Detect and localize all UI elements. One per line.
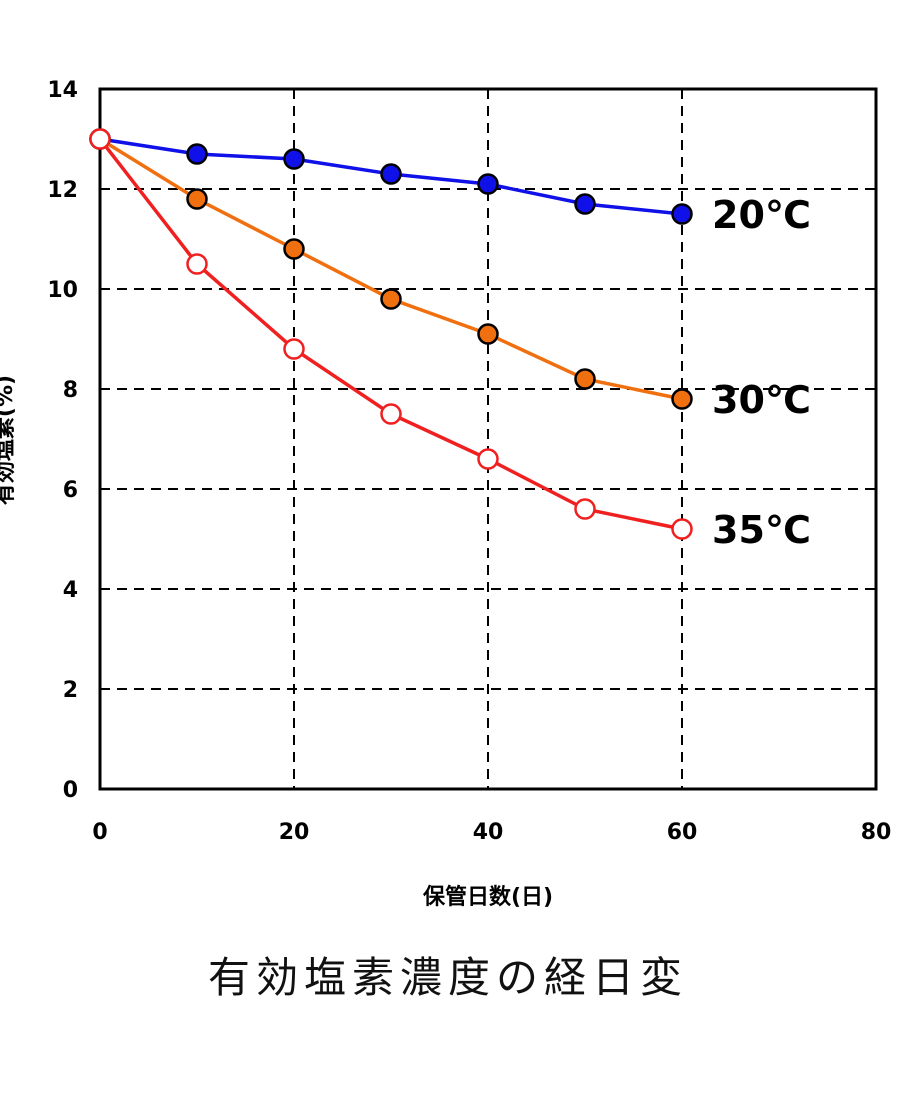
y-tick-label: 12 bbox=[47, 178, 78, 203]
data-point bbox=[89, 128, 111, 150]
data-point bbox=[671, 388, 693, 410]
x-tick-labels: 0 20 40 60 80 bbox=[92, 820, 891, 845]
series-label: 30℃ bbox=[712, 378, 811, 422]
plot-frame bbox=[98, 87, 878, 791]
data-point bbox=[574, 498, 596, 520]
y-tick-label: 0 bbox=[63, 778, 78, 803]
x-axis-title: 保管日数(日) bbox=[422, 884, 553, 910]
series-labels: 20℃ 30℃ 35℃ bbox=[712, 193, 811, 552]
y-tick-label: 8 bbox=[63, 378, 78, 403]
x-tick-label: 60 bbox=[667, 820, 698, 845]
grid bbox=[100, 89, 876, 789]
chart-caption: 有効塩素濃度の経日変 bbox=[208, 953, 688, 1002]
y-tick-labels: 0 2 4 6 8 10 12 14 bbox=[47, 78, 78, 803]
data-point bbox=[186, 188, 208, 210]
y-tick-label: 2 bbox=[63, 678, 78, 703]
y-tick-label: 10 bbox=[47, 278, 78, 303]
data-point bbox=[186, 253, 208, 275]
data-point bbox=[574, 193, 596, 215]
data-point bbox=[380, 163, 402, 185]
series bbox=[89, 128, 693, 540]
y-axis-title: 有効塩素(%) bbox=[0, 375, 18, 505]
series-label: 20℃ bbox=[712, 193, 811, 237]
data-point bbox=[283, 148, 305, 170]
x-tick-label: 80 bbox=[861, 820, 892, 845]
data-point bbox=[671, 518, 693, 540]
x-tick-label: 40 bbox=[473, 820, 504, 845]
data-point bbox=[477, 448, 499, 470]
data-point bbox=[380, 288, 402, 310]
x-tick-label: 20 bbox=[279, 820, 310, 845]
data-point bbox=[186, 143, 208, 165]
y-tick-label: 14 bbox=[47, 78, 78, 103]
data-point bbox=[283, 238, 305, 260]
series-0 bbox=[89, 128, 693, 225]
data-point bbox=[477, 173, 499, 195]
data-point bbox=[671, 203, 693, 225]
series-2 bbox=[89, 128, 693, 540]
data-point bbox=[574, 368, 596, 390]
y-tick-label: 4 bbox=[63, 578, 78, 603]
data-point bbox=[380, 403, 402, 425]
y-tick-label: 6 bbox=[63, 478, 78, 503]
series-label: 35℃ bbox=[712, 508, 811, 552]
data-point bbox=[477, 323, 499, 345]
data-point bbox=[283, 338, 305, 360]
x-tick-label: 0 bbox=[92, 820, 107, 845]
